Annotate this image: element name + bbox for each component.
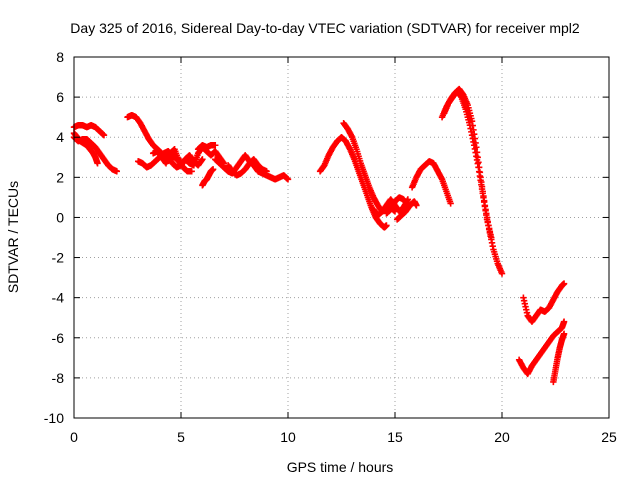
y-tick-label: -8 <box>52 370 65 386</box>
y-tick-label: 6 <box>56 89 64 105</box>
y-tick-label: -2 <box>52 250 65 266</box>
x-tick-label: 15 <box>387 429 403 445</box>
x-tick-label: 5 <box>177 429 185 445</box>
data-point <box>94 160 101 167</box>
data-point <box>560 280 568 287</box>
chart-title: Day 325 of 2016, Sidereal Day-to-day VTE… <box>70 20 580 36</box>
x-tick-label: 25 <box>601 429 617 445</box>
data-point <box>212 142 219 149</box>
data-point <box>498 270 506 277</box>
tick-labels: 0 5 10 15 20 25 -10 -8 -6 -4 -2 0 2 4 6 8 <box>44 49 617 445</box>
y-tick-label: 0 <box>56 209 64 225</box>
data-point <box>488 234 495 241</box>
grid <box>74 57 609 418</box>
y-tick-label: -6 <box>52 330 65 346</box>
plot-frame <box>73 56 610 419</box>
y-tick-label: -10 <box>44 410 64 426</box>
data-point <box>560 318 568 325</box>
data-point <box>383 222 390 229</box>
data-point <box>100 132 108 139</box>
data-point <box>263 168 270 175</box>
data-point <box>199 156 206 163</box>
data-point <box>284 176 292 183</box>
y-tick-label: -4 <box>52 290 65 306</box>
y-tick-label: 4 <box>56 129 64 145</box>
x-tick-label: 10 <box>280 429 296 445</box>
y-tick-label: 2 <box>56 169 64 185</box>
y-tick-label: 8 <box>56 49 64 65</box>
x-tick-label: 0 <box>70 429 78 445</box>
x-tick-label: 20 <box>494 429 510 445</box>
data-point <box>113 168 120 175</box>
x-axis-label: GPS time / hours <box>287 459 394 475</box>
y-axis-label: SDTVAR / TECUs <box>5 181 21 293</box>
data-point <box>413 202 420 209</box>
data-point <box>188 168 195 175</box>
data-point <box>209 166 217 173</box>
data-point <box>560 330 568 337</box>
axis-ticks <box>73 56 610 419</box>
data-points <box>70 85 568 386</box>
data-point <box>447 200 454 207</box>
